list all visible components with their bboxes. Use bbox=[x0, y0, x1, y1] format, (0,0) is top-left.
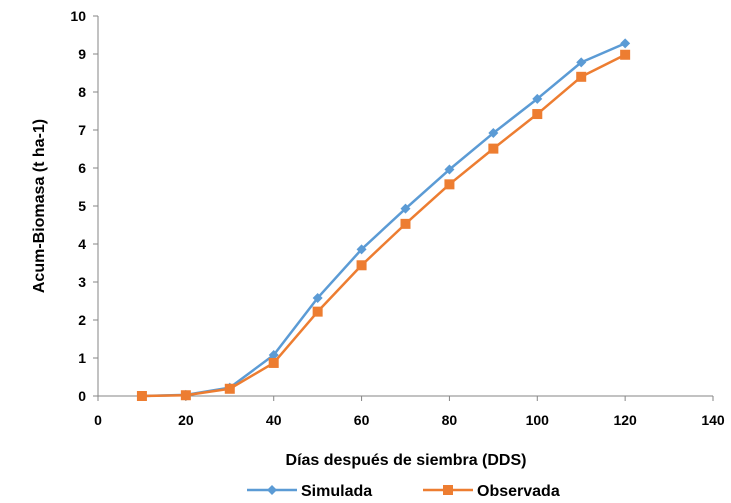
y-tick-label: 8 bbox=[78, 84, 86, 100]
data-point bbox=[620, 49, 631, 60]
legend-label: Observada bbox=[477, 483, 560, 500]
y-tick-label: 10 bbox=[70, 8, 86, 24]
x-tick-label: 40 bbox=[266, 412, 282, 428]
legend-item-observada: Observada bbox=[423, 483, 560, 500]
series-line bbox=[141, 42, 626, 398]
y-tick-label: 9 bbox=[78, 46, 86, 62]
data-point bbox=[356, 244, 367, 255]
data-point bbox=[268, 349, 279, 360]
x-tick-label: 140 bbox=[701, 412, 725, 428]
legend-swatch-marker bbox=[267, 485, 277, 495]
data-point bbox=[488, 128, 499, 139]
data-point bbox=[136, 391, 147, 401]
legend-swatch-marker bbox=[443, 485, 453, 495]
data-point bbox=[532, 109, 543, 120]
y-tick-label: 6 bbox=[78, 160, 86, 176]
series-line bbox=[141, 53, 626, 398]
x-tick-label: 20 bbox=[178, 412, 194, 428]
data-point bbox=[620, 38, 631, 49]
legend: Simulada Observada bbox=[247, 483, 560, 500]
x-tick-label: 0 bbox=[94, 412, 102, 428]
y-axis-title: Acum-Biomasa (t ha-1) bbox=[31, 119, 48, 293]
x-tick-label: 120 bbox=[613, 412, 637, 428]
legend-label: Simulada bbox=[301, 483, 372, 500]
x-ticks: 0 20 40 60 80 100 120 140 bbox=[94, 396, 725, 428]
data-point bbox=[576, 71, 587, 82]
y-ticks: 0 1 2 3 4 5 6 7 8 9 10 bbox=[70, 8, 98, 404]
y-tick-label: 3 bbox=[78, 274, 86, 290]
data-point bbox=[488, 143, 499, 154]
data-point bbox=[576, 57, 587, 68]
x-axis-title: Días después de siembra (DDS) bbox=[286, 452, 527, 469]
data-point bbox=[400, 203, 411, 214]
data-point bbox=[180, 390, 191, 401]
x-tick-label: 60 bbox=[354, 412, 370, 428]
series-simulada bbox=[136, 38, 631, 401]
legend-item-simulada: Simulada bbox=[247, 483, 372, 500]
series-layer bbox=[136, 38, 631, 401]
y-tick-label: 4 bbox=[78, 236, 86, 252]
y-tick-label: 7 bbox=[78, 122, 86, 138]
y-tick-label: 5 bbox=[78, 198, 86, 214]
data-point bbox=[224, 383, 235, 394]
data-point bbox=[444, 164, 455, 175]
x-tick-label: 80 bbox=[442, 412, 458, 428]
data-point bbox=[356, 260, 367, 271]
data-point bbox=[268, 357, 279, 368]
data-point bbox=[532, 93, 543, 104]
y-tick-label: 0 bbox=[78, 388, 86, 404]
data-point bbox=[312, 306, 323, 317]
data-point bbox=[312, 292, 323, 303]
y-tick-label: 2 bbox=[78, 312, 86, 328]
y-tick-label: 1 bbox=[78, 350, 86, 366]
series-observada bbox=[136, 49, 631, 401]
x-tick-label: 100 bbox=[526, 412, 550, 428]
data-point bbox=[444, 179, 455, 190]
data-point bbox=[400, 218, 411, 229]
